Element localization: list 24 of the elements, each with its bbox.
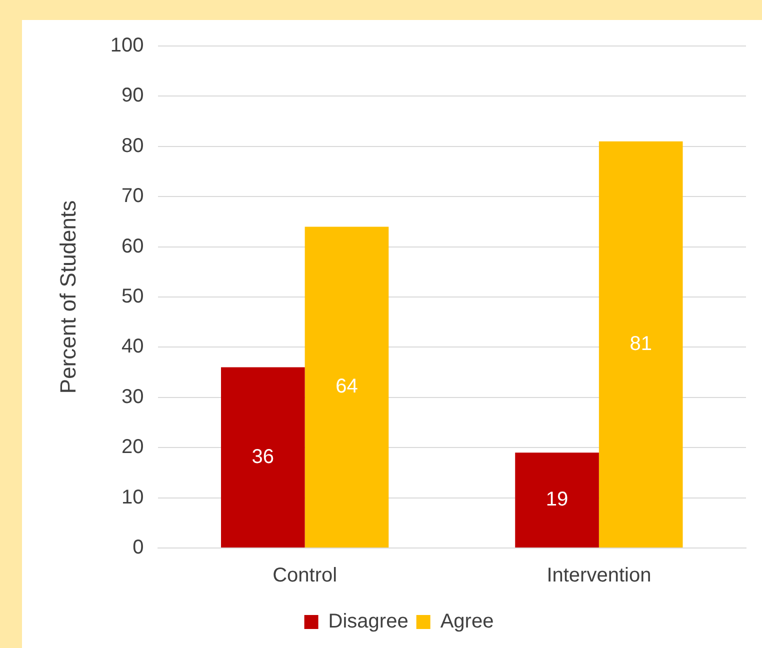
bar [221, 367, 305, 548]
legend-label: Disagree [328, 610, 408, 633]
y-axis-title: Percent of Students [55, 200, 80, 394]
data-label: 36 [252, 446, 274, 468]
y-tick-label: 70 [122, 185, 144, 208]
y-tick-label: 10 [122, 486, 144, 508]
data-label: 19 [546, 488, 568, 511]
bar [598, 141, 683, 548]
data-label: 64 [336, 376, 358, 398]
x-tick-label: Intervention [546, 564, 652, 587]
y-tick-label: 0 [132, 536, 144, 559]
y-tick-label: 40 [122, 336, 144, 358]
y-tick-label: 90 [122, 84, 144, 107]
y-tick-label: 30 [122, 386, 144, 408]
y-tick-label: 100 [110, 34, 144, 57]
y-tick-label: 60 [122, 235, 144, 258]
y-tick-label: 20 [122, 436, 144, 458]
y-tick-label: 50 [122, 286, 144, 308]
data-label: 81 [630, 332, 652, 355]
bar [304, 226, 389, 548]
y-tick-label: 80 [122, 134, 144, 157]
legend-label: Agree [440, 610, 494, 633]
bar [515, 452, 599, 548]
x-tick-label: Control [272, 564, 338, 587]
